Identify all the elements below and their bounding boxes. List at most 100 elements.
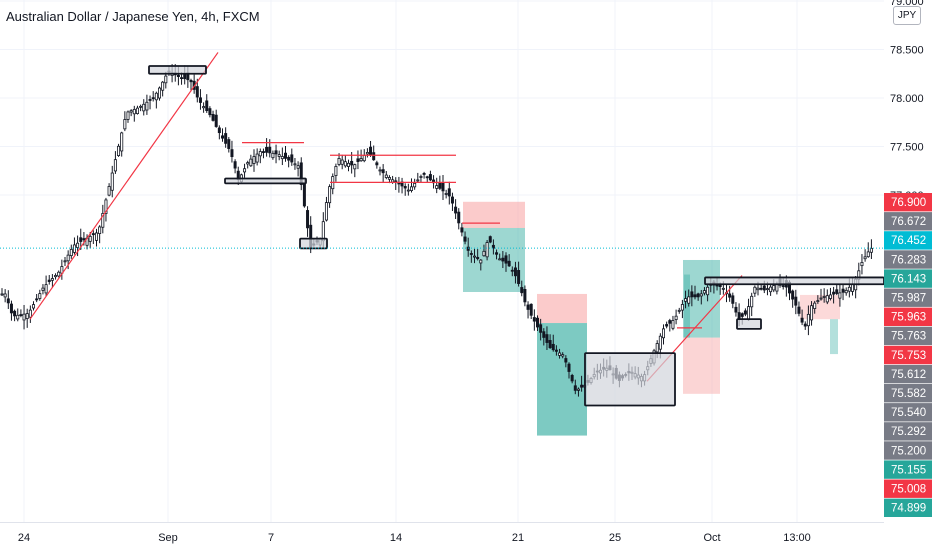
bull-candle bbox=[0, 293, 4, 296]
bull-candle bbox=[860, 262, 864, 267]
bear-candle bbox=[759, 287, 763, 290]
bear-candle bbox=[526, 304, 530, 310]
bear-candle bbox=[548, 340, 552, 349]
support-zone bbox=[224, 177, 307, 185]
price-badge-label: 75.155 bbox=[891, 464, 926, 476]
bull-candle bbox=[558, 352, 562, 356]
bear-candle bbox=[302, 183, 306, 207]
bear-candle bbox=[466, 246, 470, 251]
bull-candle bbox=[769, 286, 773, 293]
time-axis-labels: 24 Sep 7 14 21 25 Oct 13:00 bbox=[18, 532, 811, 544]
bull-candle bbox=[337, 158, 341, 165]
bear-candle bbox=[299, 162, 303, 185]
bear-candle bbox=[438, 182, 442, 189]
bear-candle bbox=[274, 150, 278, 155]
bull-candle bbox=[750, 295, 754, 308]
bull-candle bbox=[353, 164, 357, 170]
bear-candle bbox=[268, 146, 272, 154]
price-tick-label: 79.000 bbox=[890, 0, 924, 8]
bear-candle bbox=[350, 160, 354, 166]
bear-candle bbox=[217, 127, 221, 134]
price-badge-label: 76.452 bbox=[891, 235, 926, 247]
price-badge bbox=[884, 441, 932, 460]
bull-candle bbox=[658, 335, 662, 350]
demand-zone bbox=[584, 352, 676, 407]
target-zone bbox=[684, 274, 690, 338]
bear-candle bbox=[554, 349, 558, 352]
bear-candle bbox=[797, 306, 801, 314]
bull-candle bbox=[293, 163, 297, 166]
price-axis[interactable]: 79.00078.50078.00077.50077.00076.90076.6… bbox=[884, 0, 932, 522]
bear-candle bbox=[718, 284, 722, 287]
bull-candle bbox=[139, 105, 143, 108]
bear-candle bbox=[230, 149, 234, 158]
bull-candle bbox=[378, 169, 382, 172]
bull-candle bbox=[359, 158, 363, 162]
bull-candle bbox=[95, 232, 99, 241]
bull-candle bbox=[813, 302, 817, 309]
bull-candle bbox=[844, 289, 848, 294]
bear-candle bbox=[425, 176, 429, 179]
bear-candle bbox=[495, 252, 499, 255]
bear-candle bbox=[91, 233, 95, 236]
bull-candle bbox=[482, 250, 486, 257]
bear-candle bbox=[573, 385, 577, 391]
price-badge bbox=[884, 307, 932, 326]
bull-candle bbox=[255, 153, 259, 163]
price-badge bbox=[884, 384, 932, 403]
bear-candle bbox=[513, 267, 517, 277]
bear-candle bbox=[476, 256, 480, 260]
bear-candle bbox=[510, 269, 514, 272]
bear-candle bbox=[463, 236, 467, 242]
bull-candle bbox=[576, 388, 580, 391]
bull-candle bbox=[816, 300, 820, 303]
chart-area[interactable]: Australian Dollar / Japanese Yen, 4h, FX… bbox=[0, 0, 884, 522]
bear-candle bbox=[536, 317, 540, 328]
bull-candle bbox=[775, 283, 779, 292]
bear-candle bbox=[208, 108, 212, 116]
bear-candle bbox=[841, 288, 845, 293]
bull-candle bbox=[419, 176, 423, 178]
bull-candle bbox=[76, 242, 80, 248]
bull-candle bbox=[747, 306, 751, 321]
bull-candle bbox=[409, 186, 413, 191]
bear-candle bbox=[539, 324, 543, 333]
bull-candle bbox=[413, 182, 417, 188]
bull-candle bbox=[22, 313, 26, 321]
price-tick-label: 78.500 bbox=[890, 45, 924, 57]
bull-candle bbox=[202, 106, 206, 109]
bear-candle bbox=[835, 289, 839, 294]
candles bbox=[0, 64, 873, 397]
bear-candle bbox=[265, 146, 269, 153]
bear-candle bbox=[403, 186, 407, 189]
bull-candle bbox=[810, 305, 814, 321]
price-badge bbox=[884, 364, 932, 384]
bull-candle bbox=[132, 108, 136, 115]
bear-candle bbox=[794, 296, 798, 306]
bull-candle bbox=[38, 293, 42, 299]
bull-candle bbox=[57, 271, 61, 277]
bear-candle bbox=[306, 210, 310, 229]
time-axis[interactable]: 24 Sep 7 14 21 25 Oct 13:00 bbox=[0, 522, 884, 551]
price-badge bbox=[884, 288, 932, 307]
price-badge bbox=[884, 403, 932, 422]
bear-candle bbox=[580, 384, 584, 388]
price-badge-label: 75.540 bbox=[891, 407, 926, 419]
bear-candle bbox=[728, 293, 732, 298]
price-chart[interactable] bbox=[0, 0, 884, 522]
time-tick-label: 25 bbox=[609, 532, 621, 544]
currency-button[interactable]: JPY bbox=[893, 6, 921, 25]
bear-candle bbox=[567, 363, 571, 372]
bear-candle bbox=[375, 162, 379, 166]
price-badge-label: 75.987 bbox=[891, 293, 926, 305]
bull-candle bbox=[479, 259, 483, 264]
bull-candle bbox=[252, 156, 256, 164]
bear-candle bbox=[428, 174, 432, 181]
bull-candle bbox=[280, 156, 284, 160]
bear-candle bbox=[372, 152, 376, 161]
bear-candle bbox=[283, 152, 287, 159]
time-tick-label: 14 bbox=[390, 532, 402, 544]
price-badge-label: 75.753 bbox=[891, 350, 926, 362]
bull-candle bbox=[66, 254, 70, 262]
target-zone bbox=[830, 319, 838, 355]
